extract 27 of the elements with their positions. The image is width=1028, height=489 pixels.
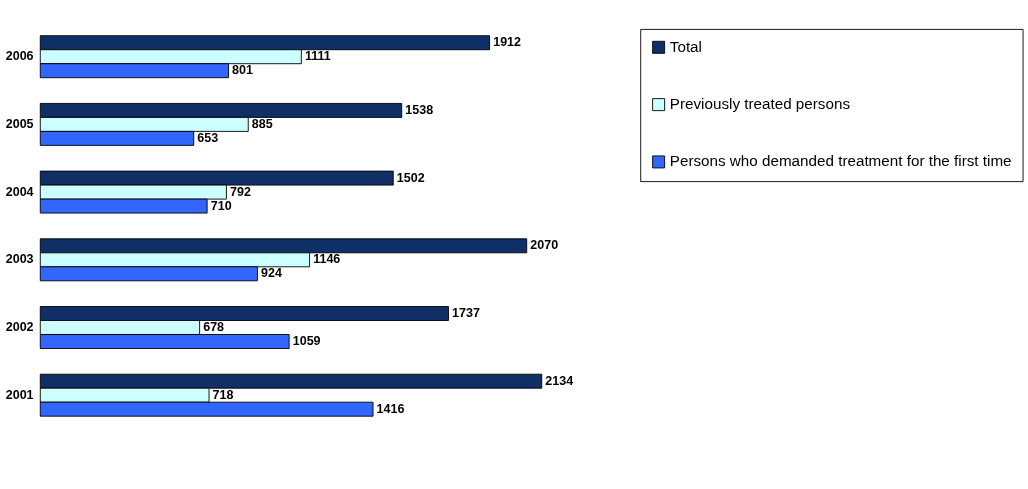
data-label: 885 bbox=[251, 116, 273, 131]
y-tick-label: 2004 bbox=[5, 184, 34, 199]
data-label: 1538 bbox=[405, 102, 434, 117]
data-label: 710 bbox=[210, 198, 232, 213]
y-tick-label: 2002 bbox=[5, 320, 34, 335]
data-label: 792 bbox=[229, 184, 251, 199]
y-tick-label: 2001 bbox=[5, 387, 34, 402]
data-label: 924 bbox=[261, 266, 282, 281]
data-label: 1502 bbox=[396, 170, 425, 185]
data-label: 2070 bbox=[530, 238, 559, 253]
legend-label: Total bbox=[669, 37, 702, 55]
data-label: 801 bbox=[232, 63, 254, 78]
data-label: 1059 bbox=[292, 334, 321, 349]
data-label: 1912 bbox=[493, 35, 522, 50]
data-label: 1111 bbox=[304, 49, 331, 64]
data-label: 1146 bbox=[313, 252, 341, 267]
legend-label: Previously treated persons bbox=[669, 95, 851, 113]
legend-label: Persons who demanded treatment for the first time bbox=[669, 152, 1012, 170]
data-label: 2134 bbox=[545, 373, 574, 388]
y-tick-label: 2006 bbox=[5, 49, 34, 64]
data-label: 678 bbox=[203, 320, 225, 335]
y-tick-label: 2003 bbox=[5, 252, 34, 267]
y-tick-label: 2005 bbox=[5, 116, 34, 131]
data-label: 718 bbox=[212, 387, 234, 402]
data-label: 1737 bbox=[452, 306, 480, 321]
data-label: 1416 bbox=[376, 401, 405, 416]
data-label: 653 bbox=[197, 130, 219, 145]
